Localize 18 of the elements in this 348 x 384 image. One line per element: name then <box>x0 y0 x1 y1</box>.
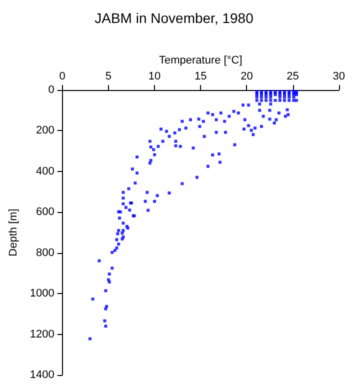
x-tick-label: 0 <box>59 70 66 82</box>
y-tick-label: 400 <box>36 165 54 178</box>
y-tick-label: 0 <box>48 84 54 96</box>
y-tick-label: 1200 <box>30 328 54 340</box>
x-tick-label: 30 <box>332 70 346 82</box>
x-tick-label: 20 <box>240 70 253 82</box>
x-tick-label: 15 <box>194 70 207 82</box>
x-tick-label: 5 <box>105 70 112 82</box>
x-axis-title: Temperature [°C] <box>158 54 242 67</box>
y-tick-label: 600 <box>36 206 54 218</box>
y-tick-label: 1400 <box>30 369 54 381</box>
x-tick-label: 10 <box>148 70 161 82</box>
y-tick-label: 1000 <box>30 288 54 300</box>
y-tick-label: 800 <box>36 246 54 259</box>
chart-title: JABM in November, 1980 <box>94 10 254 26</box>
y-tick-label: 200 <box>36 124 54 137</box>
x-tick-label: 25 <box>286 70 299 82</box>
y-axis-title: Depth [m] <box>8 208 20 256</box>
